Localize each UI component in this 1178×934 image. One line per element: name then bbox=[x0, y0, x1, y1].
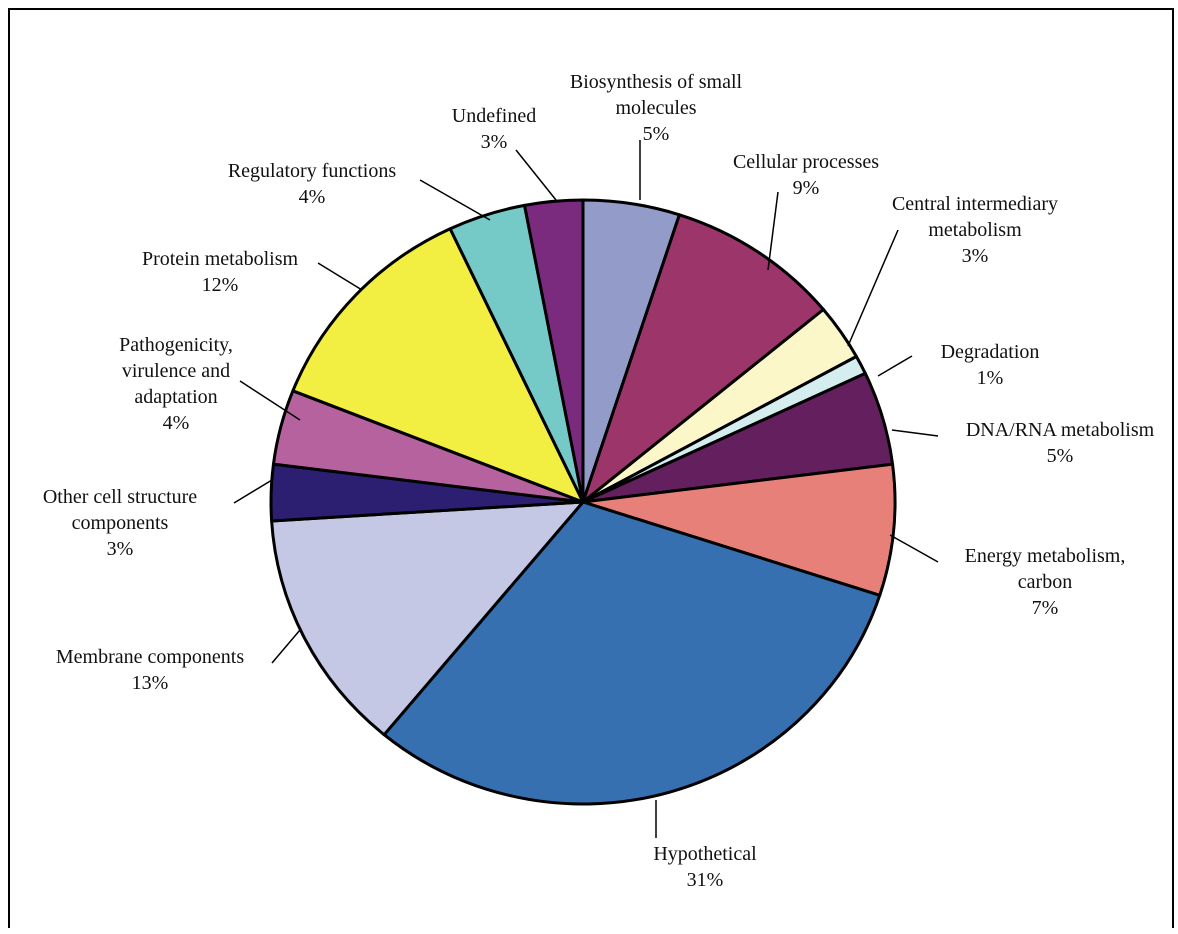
slice-label: Protein metabolism 12% bbox=[142, 248, 299, 296]
slice-label-line: Energy metabolism, bbox=[965, 545, 1126, 567]
slice-label: Biosynthesis of small molecules 5% bbox=[570, 71, 743, 145]
leader-line bbox=[891, 429, 939, 437]
slice-label-line: Degradation bbox=[941, 341, 1040, 363]
leader-line bbox=[889, 534, 939, 563]
slice-label: Central intermediary metabolism 3% bbox=[892, 193, 1058, 267]
slice-label: Energy metabolism, carbon 7% bbox=[965, 545, 1126, 619]
leader-lines bbox=[233, 140, 939, 838]
slice-label-line: Cellular processes bbox=[733, 151, 879, 173]
slice-percent: 3% bbox=[107, 538, 134, 560]
slice-percent: 3% bbox=[481, 131, 508, 153]
pie-slices bbox=[269, 198, 897, 806]
pie-slice-undefined bbox=[523, 198, 585, 504]
pie-slice-energy-metabolism-carbon bbox=[581, 462, 897, 597]
slice-percent: 3% bbox=[962, 245, 989, 267]
leader-line bbox=[877, 355, 913, 377]
slice-percent: 4% bbox=[299, 186, 326, 208]
slice-percent: 1% bbox=[977, 367, 1004, 389]
slice-percent: 7% bbox=[1032, 597, 1059, 619]
slice-label: Hypothetical 31% bbox=[653, 843, 757, 891]
pie-slice-cellular-processes bbox=[581, 213, 825, 504]
leader-line bbox=[419, 179, 491, 221]
slice-labels: Biosynthesis of small molecules 5% Cellular… bbox=[43, 71, 1155, 891]
leader-line bbox=[317, 262, 363, 291]
slice-label-line: Regulatory functions bbox=[228, 160, 397, 182]
slice-label-line: carbon bbox=[1018, 571, 1072, 593]
leader-line bbox=[847, 229, 899, 347]
slice-label: Membrane components 13% bbox=[56, 646, 244, 694]
slice-label-line: components bbox=[72, 512, 169, 534]
slice-label-line: Hypothetical bbox=[653, 843, 757, 865]
pie-slice-protein-metabolism bbox=[291, 227, 585, 504]
slice-label: Regulatory functions 4% bbox=[228, 160, 397, 208]
slice-label-line: Central intermediary bbox=[892, 193, 1058, 215]
leader-line bbox=[233, 479, 273, 504]
slice-label-line: adaptation bbox=[134, 386, 217, 408]
slice-label: Pathogenicity, virulence and adaptation 4% bbox=[119, 334, 233, 434]
slice-label-line: molecules bbox=[615, 97, 696, 119]
slice-label-line: DNA/RNA metabolism bbox=[966, 419, 1155, 441]
slice-percent: 9% bbox=[793, 177, 820, 199]
slice-percent: 12% bbox=[202, 274, 239, 296]
slice-percent: 31% bbox=[687, 869, 724, 891]
slice-label-line: metabolism bbox=[928, 219, 1022, 241]
leader-line bbox=[767, 191, 779, 271]
slice-percent: 13% bbox=[132, 672, 169, 694]
slice-label-line: Undefined bbox=[452, 105, 536, 127]
slice-label-line: Pathogenicity, bbox=[119, 334, 233, 356]
pie-slice-membrane-components bbox=[270, 500, 585, 737]
slice-percent: 4% bbox=[163, 412, 190, 434]
leader-line bbox=[271, 629, 301, 664]
slice-label: Degradation 1% bbox=[941, 341, 1040, 389]
slice-label-line: Membrane components bbox=[56, 646, 244, 668]
slice-percent: 5% bbox=[1047, 445, 1074, 467]
slice-label: Other cell structure components 3% bbox=[43, 486, 197, 560]
leader-line bbox=[515, 149, 557, 201]
slice-label: Undefined 3% bbox=[452, 105, 536, 153]
slice-label: DNA/RNA metabolism 5% bbox=[966, 419, 1155, 467]
slice-label-line: virulence and bbox=[122, 360, 230, 382]
slice-label-line: Protein metabolism bbox=[142, 248, 299, 270]
slice-label: Cellular processes 9% bbox=[733, 151, 879, 199]
leader-line bbox=[239, 380, 301, 421]
slice-label-line: Other cell structure bbox=[43, 486, 197, 508]
slice-label-line: Biosynthesis of small bbox=[570, 71, 743, 93]
slice-percent: 5% bbox=[643, 123, 670, 145]
pie-slice-hypothetical bbox=[382, 500, 882, 806]
